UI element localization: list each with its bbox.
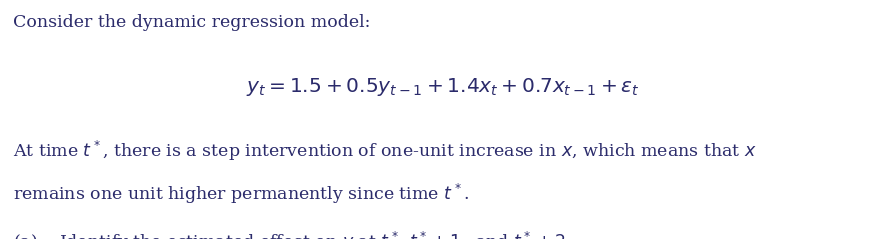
Text: remains one unit higher permanently since time $t^*$.: remains one unit higher permanently sinc… — [13, 182, 470, 206]
Text: (a)    Identify the estimated effect on $y$ at $t^*,t^* + 1,$ and $t^* + 2.$: (a) Identify the estimated effect on $y$… — [13, 229, 571, 239]
Text: $y_t = 1.5 + 0.5y_{t-1} + 1.4x_t + 0.7x_{t-1} + \varepsilon_t$: $y_t = 1.5 + 0.5y_{t-1} + 1.4x_t + 0.7x_… — [246, 76, 640, 98]
Text: Consider the dynamic regression model:: Consider the dynamic regression model: — [13, 14, 370, 31]
Text: At time $t^*$, there is a step intervention of one-unit increase in $x$, which m: At time $t^*$, there is a step intervent… — [13, 139, 757, 163]
